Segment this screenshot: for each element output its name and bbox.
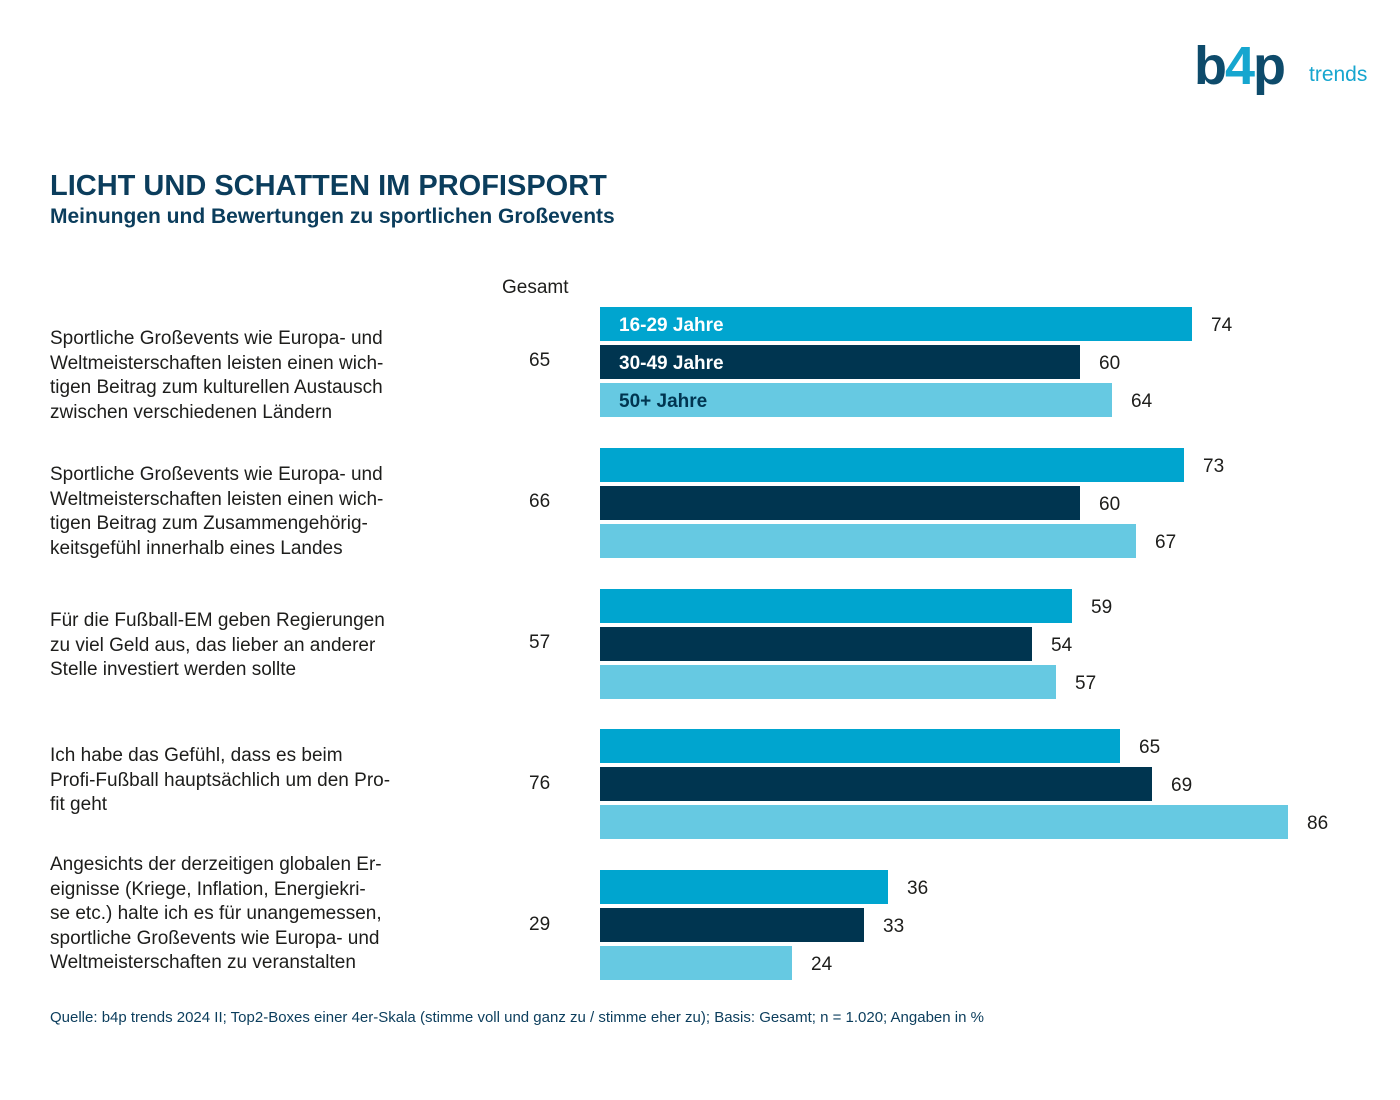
- logo-subtext: trends: [1309, 63, 1368, 86]
- legend-label: 50+ Jahre: [619, 391, 707, 412]
- chart-title: LICHT UND SCHATTEN IM PROFISPORT: [50, 170, 607, 202]
- bar-value-label: 86: [1307, 813, 1328, 834]
- bar: [600, 729, 1120, 763]
- chart-subtitle: Meinungen und Bewertungen zu sportlichen…: [50, 205, 615, 228]
- bar: [600, 870, 888, 904]
- logo-wordmark: b4p: [1194, 36, 1286, 96]
- bar-value-label: 59: [1091, 597, 1112, 618]
- bar-value-label: 65: [1139, 737, 1160, 758]
- bar: [600, 665, 1056, 699]
- total-value: 65: [529, 350, 551, 371]
- bar: [600, 383, 1112, 417]
- category-label: Ich habe das Gefühl, dass es beim Profi-…: [50, 745, 391, 815]
- category-label: Sportliche Großevents wie Europa- und We…: [50, 328, 384, 423]
- total-value: 29: [529, 914, 551, 935]
- category-label: Für die Fußball-EM geben Regierungen zu …: [50, 610, 385, 680]
- bar: [600, 345, 1080, 379]
- bar-value-label: 60: [1099, 353, 1120, 374]
- bar: [600, 946, 792, 980]
- bar: [600, 589, 1072, 623]
- bar-value-label: 54: [1051, 635, 1073, 656]
- total-value: 57: [529, 632, 551, 653]
- bar: [600, 805, 1288, 839]
- legend-label: 16-29 Jahre: [619, 315, 724, 336]
- total-value: 76: [529, 773, 551, 794]
- bar-value-label: 67: [1155, 532, 1176, 553]
- bar: [600, 908, 864, 942]
- bar-value-label: 33: [883, 916, 904, 937]
- bar-value-label: 36: [907, 878, 928, 899]
- total-column-header: Gesamt: [502, 277, 569, 298]
- bar-value-label: 57: [1075, 673, 1096, 694]
- bar-value-label: 24: [811, 954, 833, 975]
- bar: [600, 627, 1032, 661]
- bar-value-label: 64: [1131, 391, 1153, 412]
- bar: [600, 524, 1136, 558]
- bar: [600, 448, 1184, 482]
- total-value: 66: [529, 491, 551, 512]
- bar-value-label: 60: [1099, 494, 1120, 515]
- source-note: Quelle: b4p trends 2024 II; Top2-Boxes e…: [50, 1009, 984, 1026]
- bar-value-label: 73: [1203, 456, 1224, 477]
- bar: [600, 486, 1080, 520]
- bar-value-label: 74: [1211, 315, 1233, 336]
- bar-value-label: 69: [1171, 775, 1192, 796]
- bar: [600, 767, 1152, 801]
- category-label: Sportliche Großevents wie Europa- und We…: [50, 464, 384, 559]
- bar: [600, 307, 1192, 341]
- legend-label: 30-49 Jahre: [619, 353, 724, 374]
- category-label: Angesichts der derzeitigen globalen Er- …: [50, 854, 382, 973]
